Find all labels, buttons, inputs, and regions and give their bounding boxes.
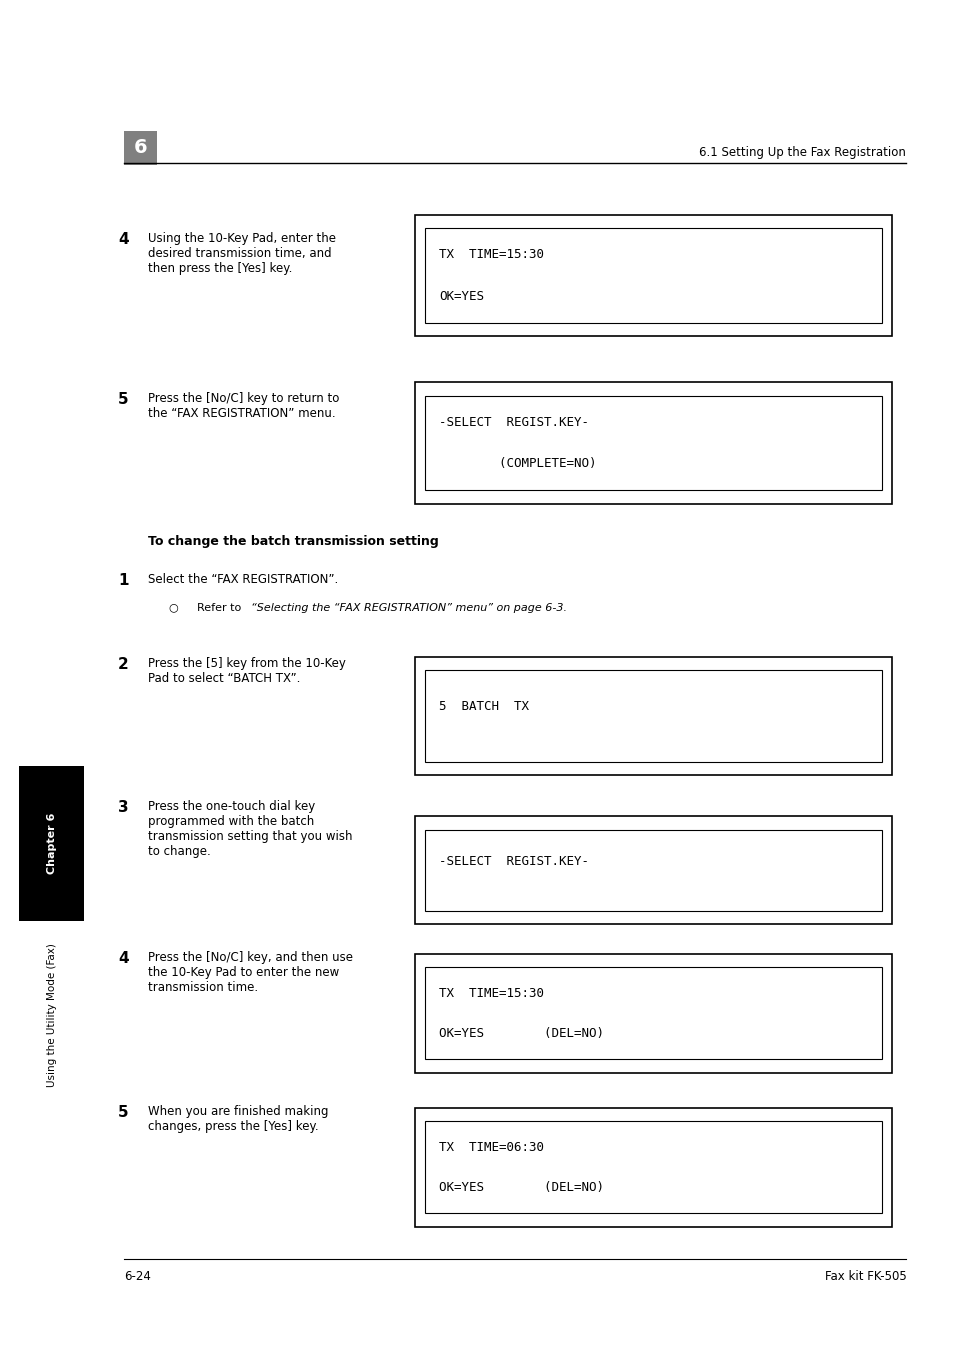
Bar (19, 766, 84, 921)
Text: Using the Utility Mode (Fax): Using the Utility Mode (Fax) (47, 943, 56, 1086)
Text: 4: 4 (118, 951, 129, 966)
Bar (124, 131, 157, 165)
Text: (COMPLETE=NO): (COMPLETE=NO) (438, 458, 596, 470)
Bar (424, 396, 882, 490)
Text: 5: 5 (118, 392, 129, 407)
Bar (415, 1108, 891, 1227)
Text: TX  TIME=06:30: TX TIME=06:30 (438, 1140, 543, 1154)
Text: TX  TIME=15:30: TX TIME=15:30 (438, 986, 543, 1000)
Text: Press the [No/C] key to return to
the “FAX REGISTRATION” menu.: Press the [No/C] key to return to the “F… (148, 392, 339, 420)
Bar (415, 816, 891, 924)
Text: 4: 4 (118, 232, 129, 247)
Text: 5: 5 (118, 1105, 129, 1120)
Text: Press the [No/C] key, and then use
the 10-Key Pad to enter the new
transmission : Press the [No/C] key, and then use the 1… (148, 951, 353, 994)
Text: TX  TIME=15:30: TX TIME=15:30 (438, 249, 543, 261)
Text: 2: 2 (118, 657, 129, 671)
Bar (424, 228, 882, 323)
Text: To change the batch transmission setting: To change the batch transmission setting (148, 535, 438, 549)
Text: When you are finished making
changes, press the [Yes] key.: When you are finished making changes, pr… (148, 1105, 328, 1133)
Text: Refer to: Refer to (197, 603, 245, 612)
Text: OK=YES        (DEL=NO): OK=YES (DEL=NO) (438, 1181, 603, 1194)
Bar (415, 954, 891, 1073)
Text: OK=YES: OK=YES (438, 290, 483, 303)
Text: -SELECT  REGIST.KEY-: -SELECT REGIST.KEY- (438, 855, 588, 869)
Text: Press the one-touch dial key
programmed with the batch
transmission setting that: Press the one-touch dial key programmed … (148, 800, 352, 858)
Text: 6: 6 (133, 138, 147, 157)
Text: 6.1 Setting Up the Fax Registration: 6.1 Setting Up the Fax Registration (699, 146, 905, 159)
Bar (415, 382, 891, 504)
Bar (415, 657, 891, 775)
Text: 3: 3 (118, 800, 129, 815)
Text: 5  BATCH  TX: 5 BATCH TX (438, 700, 528, 713)
Text: Press the [5] key from the 10-Key
Pad to select “BATCH TX”.: Press the [5] key from the 10-Key Pad to… (148, 657, 345, 685)
Bar (424, 670, 882, 762)
Text: Using the 10-Key Pad, enter the
desired transmission time, and
then press the [Y: Using the 10-Key Pad, enter the desired … (148, 232, 335, 276)
Text: 6-24: 6-24 (124, 1270, 151, 1283)
Text: ○: ○ (169, 603, 186, 612)
Text: 1: 1 (118, 573, 129, 588)
Text: -SELECT  REGIST.KEY-: -SELECT REGIST.KEY- (438, 416, 588, 428)
Bar (424, 830, 882, 911)
Bar (424, 1121, 882, 1213)
Text: Fax kit FK-505: Fax kit FK-505 (823, 1270, 905, 1283)
Bar (424, 967, 882, 1059)
Bar (415, 215, 891, 336)
Text: “Selecting the “FAX REGISTRATION” menu” on page 6-3.: “Selecting the “FAX REGISTRATION” menu” … (251, 603, 566, 612)
Text: OK=YES        (DEL=NO): OK=YES (DEL=NO) (438, 1027, 603, 1040)
Text: Select the “FAX REGISTRATION”.: Select the “FAX REGISTRATION”. (148, 573, 337, 586)
Text: Chapter 6: Chapter 6 (47, 813, 56, 874)
